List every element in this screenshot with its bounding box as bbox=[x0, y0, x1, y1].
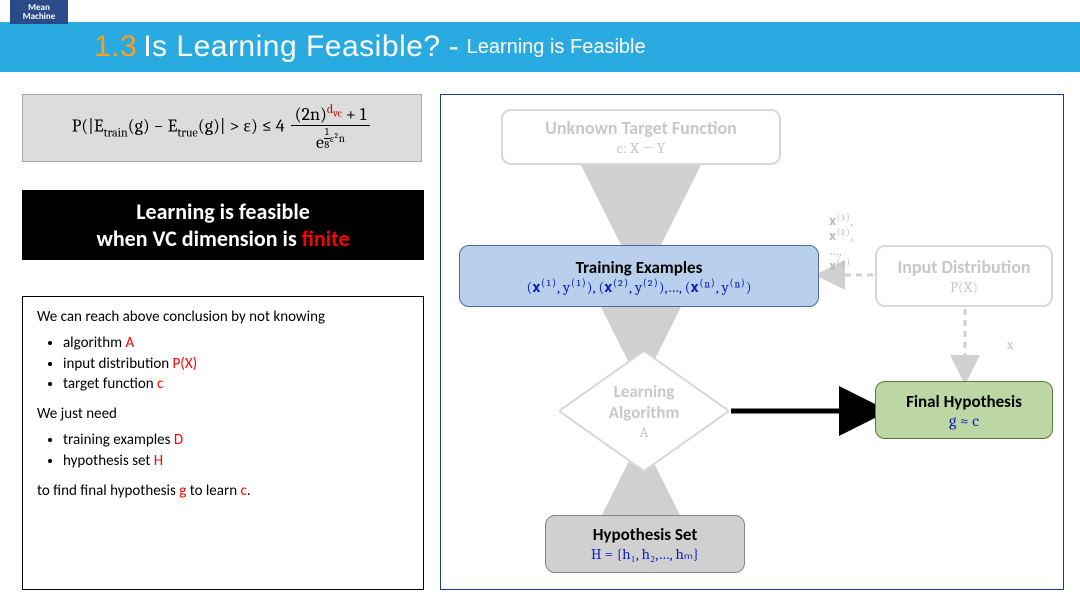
corner-badge: Mean Machine bbox=[10, 0, 68, 24]
edge-label-samples: 𝐱⁽¹⁾, 𝐱⁽²⁾, …, 𝐱⁽ⁿ⁾ bbox=[829, 215, 873, 275]
node-final-hypothesis: Final Hypothesis g ≈ c bbox=[875, 381, 1053, 439]
list-item: input distribution P(X) bbox=[63, 354, 409, 374]
explanation-mid: We just need bbox=[37, 404, 409, 424]
learning-diagram: Unknown Target Function c: X → Y Trainin… bbox=[440, 94, 1064, 590]
explanation-outro: to find final hypothesis g to learn c. bbox=[37, 481, 409, 501]
edge-label-x: x bbox=[1007, 339, 1013, 354]
node-target-function: Unknown Target Function c: X → Y bbox=[501, 109, 781, 165]
feasibility-statement: Learning is feasible when VC dimension i… bbox=[22, 190, 424, 260]
feasibility-line2: when VC dimension is finite bbox=[22, 225, 424, 252]
feasibility-line1: Learning is feasible bbox=[22, 198, 424, 225]
explanation-intro: We can reach above conclusion by not kno… bbox=[37, 307, 409, 327]
node-hypothesis-set: Hypothesis Set H = {h₁, h₂,…, hₘ} bbox=[545, 515, 745, 573]
list-item: algorithm A bbox=[63, 333, 409, 353]
title-number: 1.3 bbox=[94, 30, 137, 64]
unknown-list: algorithm A input distribution P(X) targ… bbox=[37, 333, 409, 394]
diagram-arrows bbox=[441, 95, 1065, 591]
badge-line2: Machine bbox=[23, 12, 55, 21]
node-training-examples: Training Examples (𝐱⁽¹⁾, y⁽¹⁾), (𝐱⁽²⁾, y… bbox=[459, 245, 819, 307]
explanation-box: We can reach above conclusion by not kno… bbox=[22, 296, 424, 590]
title-question: Is Learning Feasible? bbox=[143, 30, 440, 64]
vc-inequality-formula: P(|Etrain(g) − Etrue(g)| > ε) ≤ 4 (2n)dv… bbox=[22, 94, 422, 162]
needed-list: training examples D hypothesis set H bbox=[37, 430, 409, 471]
list-item: hypothesis set H bbox=[63, 451, 409, 471]
node-learning-algorithm: Learning Algorithm A bbox=[559, 351, 729, 471]
list-item: training examples D bbox=[63, 430, 409, 450]
node-input-distribution: Input Distribution P(X) bbox=[875, 245, 1053, 307]
list-item: target function c bbox=[63, 374, 409, 394]
title-subtitle: Learning is Feasible bbox=[467, 36, 646, 59]
title-dash: - bbox=[449, 30, 459, 64]
title-bar: 1.3 Is Learning Feasible? - Learning is … bbox=[0, 22, 1080, 72]
